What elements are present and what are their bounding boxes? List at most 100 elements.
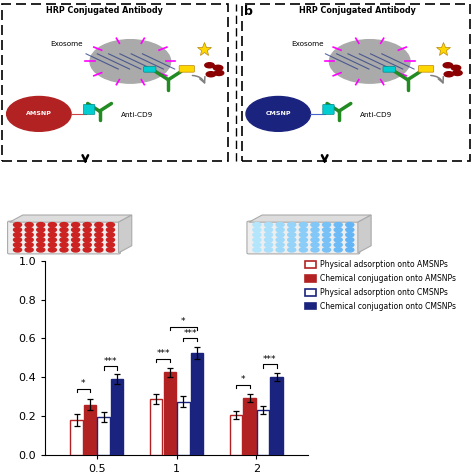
- Circle shape: [72, 228, 80, 232]
- Circle shape: [25, 237, 33, 242]
- Circle shape: [60, 233, 68, 237]
- Circle shape: [444, 72, 454, 77]
- Circle shape: [346, 228, 354, 232]
- Circle shape: [276, 247, 284, 252]
- Circle shape: [264, 237, 273, 242]
- Circle shape: [36, 233, 45, 237]
- Circle shape: [83, 223, 91, 227]
- Circle shape: [288, 223, 296, 227]
- Circle shape: [205, 63, 214, 68]
- Circle shape: [334, 233, 342, 237]
- Circle shape: [311, 228, 319, 232]
- Bar: [111, 379, 123, 455]
- Circle shape: [13, 247, 22, 252]
- Circle shape: [329, 40, 410, 83]
- Circle shape: [346, 243, 354, 247]
- Circle shape: [288, 247, 296, 252]
- Circle shape: [322, 243, 331, 247]
- Circle shape: [276, 233, 284, 237]
- Bar: [2, 4, 228, 161]
- Text: *: *: [240, 375, 245, 384]
- Text: Anti-CD9: Anti-CD9: [121, 112, 153, 118]
- Circle shape: [36, 243, 45, 247]
- Circle shape: [334, 223, 342, 227]
- Bar: [84, 404, 96, 455]
- Circle shape: [36, 237, 45, 242]
- Circle shape: [13, 233, 22, 237]
- Circle shape: [334, 247, 342, 252]
- Circle shape: [72, 237, 80, 242]
- Circle shape: [311, 237, 319, 242]
- Bar: [270, 377, 283, 455]
- Circle shape: [253, 223, 261, 227]
- FancyBboxPatch shape: [144, 66, 156, 72]
- Circle shape: [25, 233, 33, 237]
- Circle shape: [90, 40, 171, 83]
- Circle shape: [95, 228, 103, 232]
- Bar: [257, 410, 269, 455]
- Circle shape: [107, 233, 115, 237]
- Circle shape: [60, 247, 68, 252]
- Circle shape: [107, 243, 115, 247]
- Circle shape: [25, 228, 33, 232]
- Bar: [242, 4, 470, 161]
- Circle shape: [48, 233, 56, 237]
- Legend: Physical adsorption onto AMSNPs, Chemical conjugation onto AMSNPs, Physical adso: Physical adsorption onto AMSNPs, Chemica…: [305, 260, 456, 310]
- Circle shape: [60, 223, 68, 227]
- Circle shape: [334, 228, 342, 232]
- Bar: [164, 373, 176, 455]
- Text: ***: ***: [156, 349, 170, 358]
- Circle shape: [48, 247, 56, 252]
- Circle shape: [48, 228, 56, 232]
- Circle shape: [48, 223, 56, 227]
- Circle shape: [300, 223, 308, 227]
- Circle shape: [60, 243, 68, 247]
- Bar: [230, 415, 242, 455]
- Circle shape: [276, 237, 284, 242]
- Circle shape: [95, 233, 103, 237]
- Circle shape: [300, 237, 308, 242]
- Circle shape: [48, 237, 56, 242]
- Circle shape: [300, 247, 308, 252]
- Circle shape: [443, 63, 453, 68]
- Circle shape: [72, 247, 80, 252]
- Circle shape: [13, 223, 22, 227]
- Circle shape: [13, 237, 22, 242]
- Text: ***: ***: [104, 357, 117, 366]
- Bar: [177, 401, 190, 455]
- Text: Anti-CD9: Anti-CD9: [360, 112, 392, 118]
- Circle shape: [451, 65, 461, 70]
- Circle shape: [107, 228, 115, 232]
- Circle shape: [253, 233, 261, 237]
- Circle shape: [25, 243, 33, 247]
- Circle shape: [264, 233, 273, 237]
- Text: Exosome: Exosome: [292, 40, 324, 46]
- Circle shape: [322, 228, 331, 232]
- Circle shape: [322, 233, 331, 237]
- Circle shape: [83, 247, 91, 252]
- Circle shape: [264, 228, 273, 232]
- Bar: [150, 399, 163, 455]
- Circle shape: [334, 237, 342, 242]
- Circle shape: [107, 247, 115, 252]
- Text: *: *: [81, 379, 85, 388]
- Circle shape: [253, 243, 261, 247]
- Polygon shape: [358, 215, 371, 253]
- Circle shape: [288, 237, 296, 242]
- Text: ***: ***: [183, 328, 197, 337]
- FancyBboxPatch shape: [83, 104, 95, 114]
- Circle shape: [288, 233, 296, 237]
- Circle shape: [25, 223, 33, 227]
- Circle shape: [214, 70, 224, 75]
- Circle shape: [311, 233, 319, 237]
- Circle shape: [48, 243, 56, 247]
- Text: Exosome: Exosome: [50, 40, 82, 46]
- Circle shape: [206, 72, 216, 77]
- Circle shape: [288, 243, 296, 247]
- FancyBboxPatch shape: [419, 65, 434, 72]
- Text: ***: ***: [263, 355, 277, 364]
- Circle shape: [72, 223, 80, 227]
- Bar: [191, 353, 203, 455]
- Bar: [97, 417, 110, 455]
- Circle shape: [95, 247, 103, 252]
